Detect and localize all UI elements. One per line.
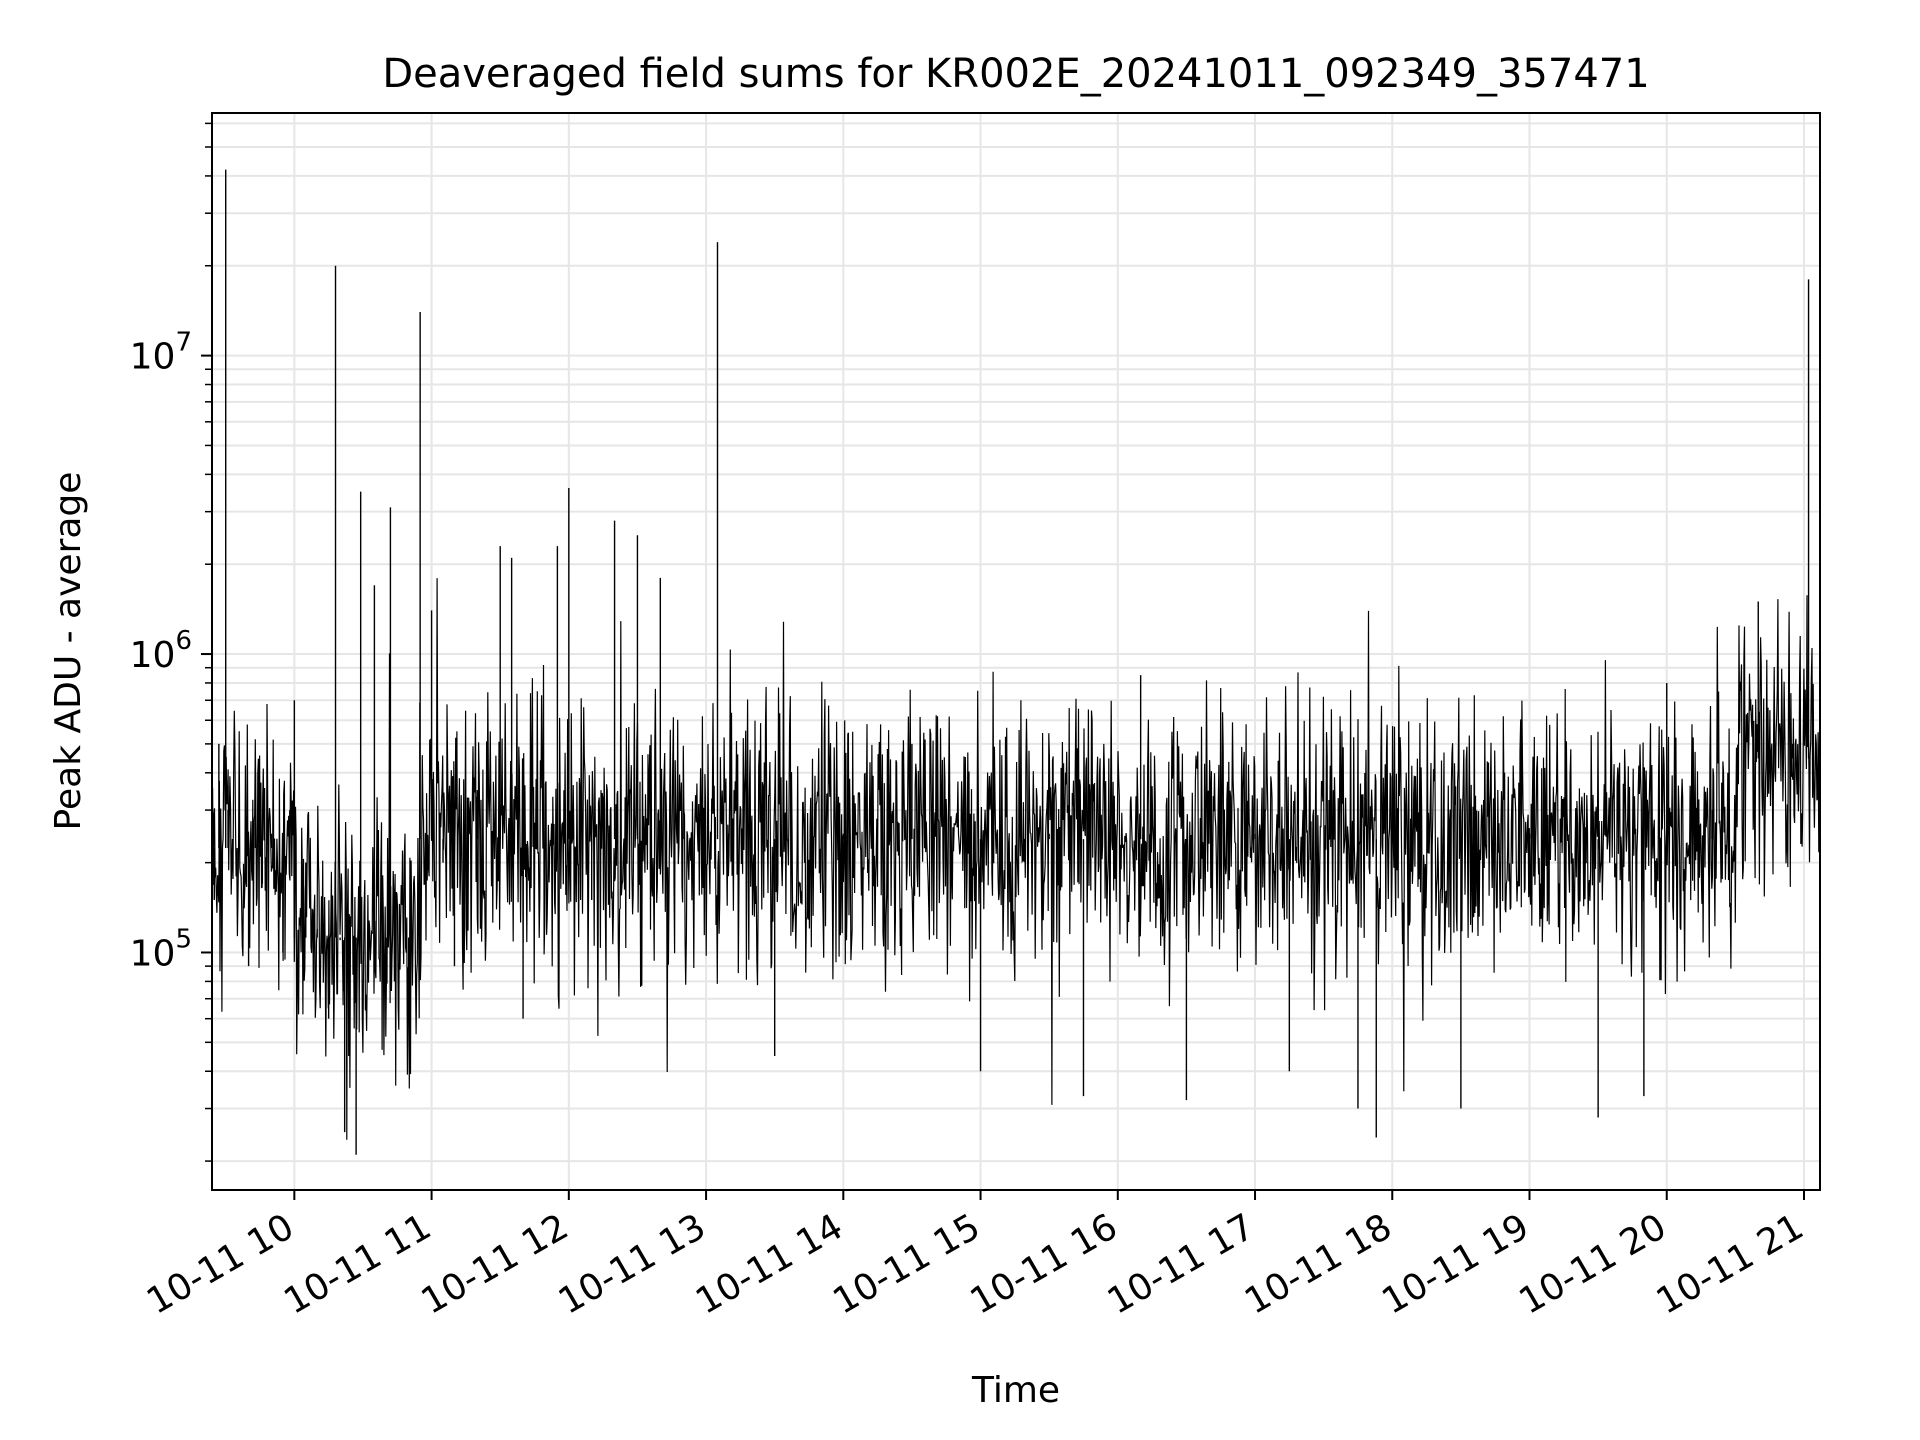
y-tick-label: 105 — [130, 924, 192, 974]
chart-title: Deaveraged field sums for KR002E_2024101… — [382, 51, 1649, 97]
y-axis-label: Peak ADU - average — [48, 472, 89, 831]
y-tick-label: 107 — [130, 328, 192, 378]
y-tick-label: 106 — [130, 626, 192, 676]
series-trace — [212, 578, 1820, 1140]
x-axis-label: Time — [971, 1370, 1060, 1411]
series-layer — [212, 169, 1820, 1155]
plot-frame — [211, 112, 1821, 1191]
y-axis: 105 106 107 — [130, 122, 212, 1162]
